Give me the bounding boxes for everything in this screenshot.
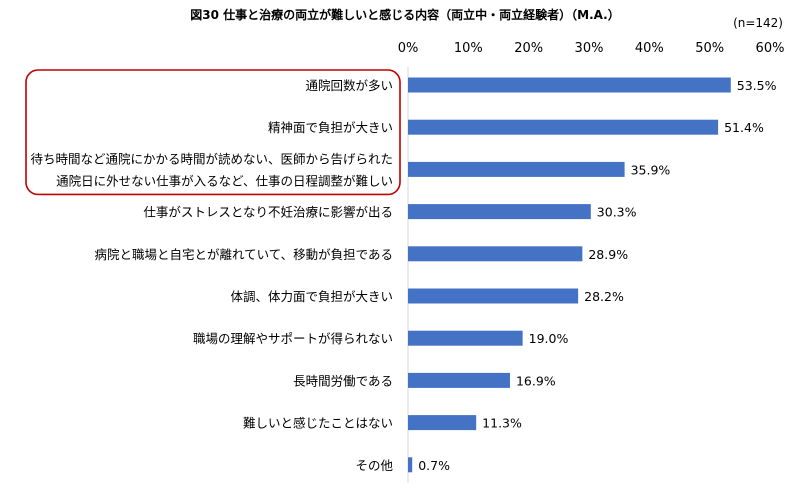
category-label: 職場の理解やサポートが得られない xyxy=(193,331,393,346)
x-tick-label: 40% xyxy=(635,41,664,56)
value-label: 35.9% xyxy=(631,162,671,177)
x-tick-label: 60% xyxy=(756,41,785,56)
category-label: その他 xyxy=(355,458,393,473)
bar xyxy=(408,119,719,135)
x-tick-label: 50% xyxy=(695,41,724,56)
category-label: 病院と職場と自宅とが離れていて、移動が負担である xyxy=(94,247,393,262)
value-label: 11.3% xyxy=(482,416,522,431)
category-label: 通院日に外せない仕事が入るなど、仕事の日程調整が難しい xyxy=(56,173,393,188)
bar xyxy=(408,288,579,304)
sample-size-label: (n=142) xyxy=(733,16,783,30)
category-label: 難しいと感じたことはない xyxy=(243,416,393,431)
category-label: 待ち時間など通院にかかる時間が読めない、医師から告げられた xyxy=(30,151,393,166)
value-label: 0.7% xyxy=(418,458,450,473)
category-label: 体調、体力面で負担が大きい xyxy=(230,289,393,304)
bar xyxy=(408,457,413,473)
category-label: 精神面で負担が大きい xyxy=(268,120,393,135)
bar xyxy=(408,77,731,93)
bar xyxy=(408,161,625,177)
value-label: 16.9% xyxy=(516,373,556,388)
value-label: 28.2% xyxy=(584,289,624,304)
category-label: 通院回数が多い xyxy=(305,78,393,93)
value-label: 30.3% xyxy=(597,205,637,220)
x-tick-label: 10% xyxy=(454,41,483,56)
bar xyxy=(408,415,477,431)
highlight-box xyxy=(25,69,401,196)
chart-title: 図30 仕事と治療の両立が難しいと感じる内容（両立中・両立経験者）（M.A.） xyxy=(190,7,619,22)
x-tick-label: 0% xyxy=(398,41,419,56)
bar xyxy=(408,246,583,262)
category-label: 仕事がストレスとなり不妊治療に影響が出る xyxy=(143,205,393,220)
bar xyxy=(408,330,523,346)
x-tick-label: 30% xyxy=(575,41,604,56)
bar xyxy=(408,372,510,388)
value-label: 28.9% xyxy=(588,247,628,262)
value-label: 19.0% xyxy=(529,331,569,346)
category-label: 長時間労働である xyxy=(293,373,393,388)
value-label: 51.4% xyxy=(724,120,764,135)
bar xyxy=(408,204,591,220)
x-tick-label: 20% xyxy=(514,41,543,56)
value-label: 53.5% xyxy=(737,78,777,93)
